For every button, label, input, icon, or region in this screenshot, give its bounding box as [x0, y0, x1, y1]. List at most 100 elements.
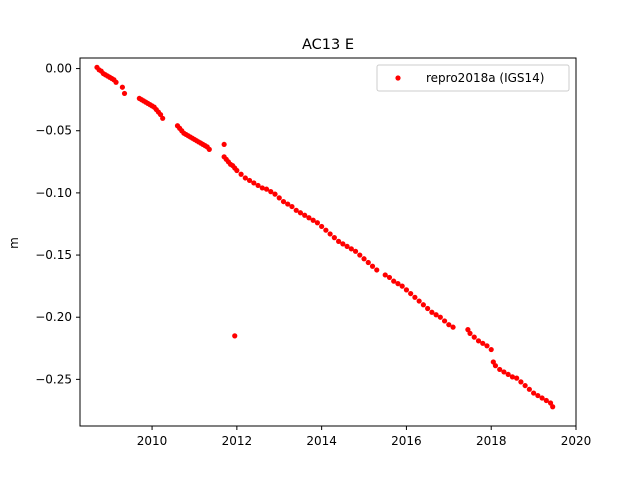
data-point	[492, 363, 499, 369]
data-point	[293, 207, 299, 213]
data-point	[412, 294, 418, 300]
legend-box	[376, 64, 570, 92]
data-point	[501, 369, 507, 375]
data-point	[386, 274, 393, 281]
legend-label: repro2018a (IGS14)	[426, 71, 544, 85]
data-point	[531, 390, 537, 396]
data-point	[306, 215, 312, 221]
data-point	[382, 272, 388, 278]
data-point	[433, 312, 439, 318]
y-tick-label: −0.25	[35, 372, 72, 386]
data-point	[497, 366, 503, 373]
data-point	[475, 338, 482, 344]
data-point	[509, 374, 516, 380]
y-axis-label: m	[7, 237, 21, 249]
data-point	[505, 371, 511, 378]
data-point	[234, 167, 240, 174]
data-point	[369, 263, 376, 269]
data-point	[302, 212, 308, 218]
data-point	[340, 241, 346, 247]
data-point	[480, 340, 486, 346]
data-point	[160, 115, 166, 121]
data-point	[467, 330, 473, 336]
data-point	[255, 182, 261, 189]
data-point	[526, 386, 532, 392]
data-point	[121, 90, 128, 97]
data-point	[471, 334, 477, 340]
y-axis: 0.00 −0.05 −0.10 −0.15 −0.20 −0.25	[35, 62, 80, 386]
data-point	[280, 198, 287, 205]
data-point	[539, 395, 545, 401]
x-tick-label: 2020	[561, 434, 592, 448]
data-point	[113, 79, 119, 85]
y-tick-label: −0.20	[35, 310, 72, 324]
data-point	[232, 333, 238, 339]
data-point	[297, 210, 304, 216]
data-point	[543, 397, 549, 404]
x-tick-label: 2012	[222, 434, 253, 448]
data-point	[361, 256, 367, 262]
data-point	[403, 287, 410, 293]
data-point	[399, 283, 405, 289]
data-points	[94, 64, 556, 410]
y-tick-label: 0.00	[45, 62, 72, 76]
data-point	[251, 180, 257, 186]
data-point	[391, 278, 397, 284]
x-tick-label: 2018	[476, 434, 507, 448]
data-point	[221, 141, 227, 148]
y-tick-label: −0.05	[35, 124, 72, 138]
data-point	[263, 186, 270, 192]
data-point	[289, 203, 295, 210]
legend: repro2018a (IGS14)	[376, 64, 570, 92]
data-point	[242, 175, 248, 181]
x-tick-label: 2014	[306, 434, 337, 448]
data-point	[365, 259, 371, 266]
data-point	[285, 201, 291, 207]
data-point	[206, 146, 212, 152]
data-point	[357, 252, 363, 258]
data-point	[319, 223, 325, 230]
data-point	[522, 382, 528, 389]
legend-marker	[395, 75, 401, 81]
data-point	[518, 379, 524, 385]
data-point	[420, 302, 426, 308]
data-point	[344, 243, 350, 249]
plot-area	[79, 57, 577, 427]
data-point	[352, 248, 359, 254]
data-point	[327, 231, 333, 237]
data-point	[238, 171, 244, 177]
data-point	[268, 189, 274, 195]
data-point	[416, 298, 422, 304]
data-point	[331, 235, 337, 241]
data-point	[395, 281, 401, 287]
data-point	[336, 238, 342, 244]
y-tick-label: −0.15	[35, 248, 72, 262]
data-point	[514, 375, 520, 381]
data-point	[550, 404, 556, 410]
data-point	[535, 392, 541, 399]
data-point	[425, 305, 431, 312]
data-point	[272, 191, 278, 197]
data-point	[484, 343, 490, 349]
data-point	[437, 314, 443, 320]
data-point	[429, 309, 435, 315]
data-point	[374, 267, 380, 273]
data-point	[488, 346, 494, 353]
data-point	[441, 318, 448, 324]
data-point	[259, 185, 265, 191]
data-point	[408, 290, 414, 297]
data-point	[323, 227, 329, 233]
data-point	[446, 322, 452, 328]
data-point	[314, 220, 320, 226]
data-point	[276, 195, 282, 201]
data-point	[450, 324, 456, 330]
plot-frame	[79, 57, 577, 427]
data-point	[119, 84, 125, 90]
x-tick-label: 2010	[137, 434, 168, 448]
x-tick-label: 2016	[391, 434, 422, 448]
x-axis: 2010 2012 2014 2016 2018 2020	[137, 426, 591, 448]
data-point	[310, 217, 316, 223]
data-point	[348, 246, 354, 252]
y-tick-label: −0.10	[35, 186, 72, 200]
